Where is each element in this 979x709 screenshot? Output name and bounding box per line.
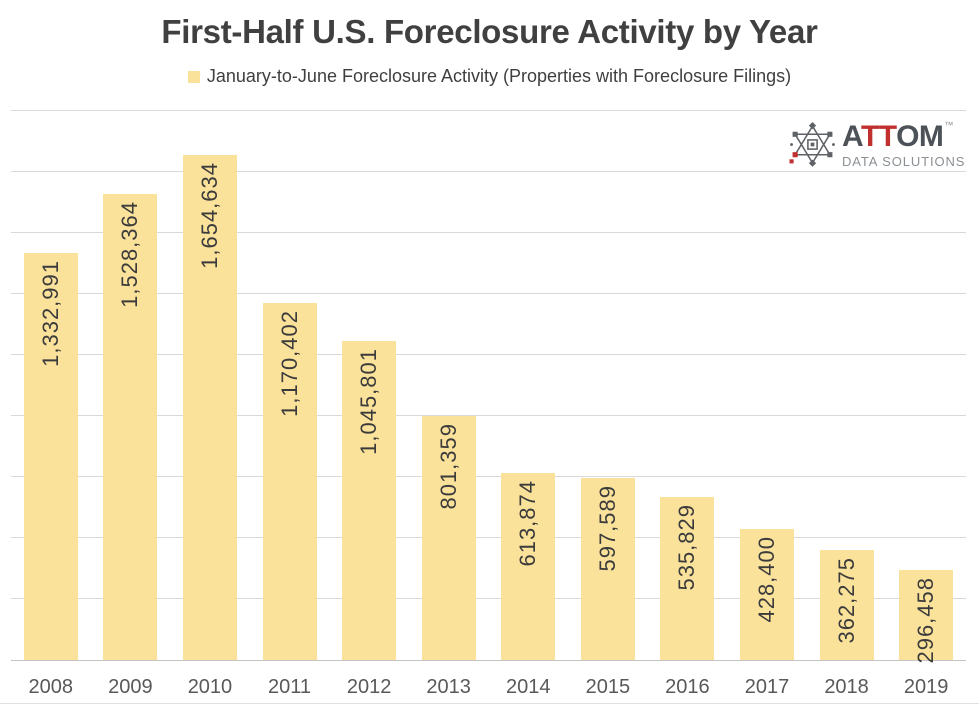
gridline xyxy=(11,293,966,294)
x-tick-label: 2011 xyxy=(268,676,312,698)
bars-container: 1,332,991 1,528,364 1,654,634 1,170,402 1,04… xyxy=(11,111,966,663)
bar-slot: 296,458 xyxy=(886,111,966,663)
bar-value-label: 296,458 xyxy=(913,576,939,664)
gridline xyxy=(11,415,966,416)
x-tick-label: 2016 xyxy=(665,676,710,698)
bar-2017: 428,400 xyxy=(739,529,794,660)
gridlines xyxy=(11,110,966,660)
gridline xyxy=(11,354,966,355)
bar-2009: 1,528,364 xyxy=(103,193,158,660)
bar-2018: 362,275 xyxy=(819,549,874,660)
bar-slot: 535,829 xyxy=(648,111,728,660)
x-tick-label: 2019 xyxy=(903,676,949,698)
plot-area: 1,332,991 1,528,364 1,654,634 1,170,402 1,04… xyxy=(11,110,966,663)
logo-text: ATTOM ™ DATA SOLUTIONS xyxy=(842,119,966,169)
bar-slot: 1,332,991 xyxy=(11,111,91,660)
bar-2008: 1,332,991 xyxy=(23,253,78,660)
bar-value-label: 1,045,801 xyxy=(356,348,382,455)
bar-value-label: 1,528,364 xyxy=(117,200,143,308)
gridline xyxy=(11,171,966,172)
gridline xyxy=(11,598,966,599)
x-axis-labels: 2008 2009 2010 2011 2012 2013 2014 2015 2016 2017… xyxy=(11,660,966,699)
x-tick-label: 2012 xyxy=(346,676,392,698)
bar-value-label: 1,170,402 xyxy=(276,310,302,417)
x-tick-label: 2017 xyxy=(744,676,790,698)
x-tick-label: 2015 xyxy=(585,676,631,698)
bar-2013: 801,359 xyxy=(421,415,476,660)
bar-value-label: 613,874 xyxy=(515,479,541,567)
bar-2019: 296,458 xyxy=(899,569,954,663)
bar-2011: 1,170,402 xyxy=(262,303,317,660)
legend-swatch-icon xyxy=(187,70,200,83)
legend: January-to-June Foreclosure Activity (Pr… xyxy=(0,66,979,87)
bar-2012: 1,045,801 xyxy=(342,341,397,660)
bar-value-label: 535,829 xyxy=(674,503,700,591)
logo-brand: ATTOM xyxy=(842,119,944,153)
bar-2010: 1,654,634 xyxy=(182,155,237,660)
gridline xyxy=(11,537,966,538)
bar-slot: 1,045,801 xyxy=(329,111,409,660)
x-tick-label: 2014 xyxy=(506,676,551,698)
bottom-border-line xyxy=(0,703,979,704)
bar-value-label: 801,359 xyxy=(435,422,461,510)
attom-logo: ATTOM ™ DATA SOLUTIONS xyxy=(789,119,966,169)
bar-value-label: 362,275 xyxy=(833,556,859,644)
bar-2015: 597,589 xyxy=(580,477,635,660)
gridline xyxy=(11,476,966,477)
chart-title: First-Half U.S. Foreclosure Activity by … xyxy=(161,13,818,50)
bar-slot: 428,400 xyxy=(727,111,807,660)
bar-slot: 597,589 xyxy=(568,111,648,660)
x-tick-label: 2018 xyxy=(824,676,869,698)
logo-brand-tt: TT xyxy=(860,119,897,153)
x-tick-label: 2009 xyxy=(108,676,153,698)
legend-label: January-to-June Foreclosure Activity (Pr… xyxy=(206,66,792,86)
bar-value-label: 597,589 xyxy=(594,484,620,572)
gridline xyxy=(11,232,966,233)
bar-slot: 1,654,634 xyxy=(170,111,250,660)
bar-value-label: 1,332,991 xyxy=(37,260,63,368)
x-tick-label: 2010 xyxy=(187,676,233,698)
bar-slot: 801,359 xyxy=(409,111,489,660)
x-tick-label: 2013 xyxy=(426,676,471,698)
bar-value-label: 1,654,634 xyxy=(196,162,222,270)
bar-2014: 613,874 xyxy=(501,472,556,660)
bar-slot: 613,874 xyxy=(488,111,568,660)
x-tick-label: 2008 xyxy=(28,676,74,698)
x-axis-line xyxy=(11,660,966,661)
bar-value-label: 428,400 xyxy=(753,536,779,623)
trademark-symbol: ™ xyxy=(944,119,954,130)
atom-network-icon xyxy=(789,121,835,167)
logo-subtitle: DATA SOLUTIONS xyxy=(842,153,966,169)
bar-slot: 1,170,402 xyxy=(250,111,330,660)
gridline xyxy=(11,110,966,111)
bar-slot: 362,275 xyxy=(807,111,887,660)
bar-2016: 535,829 xyxy=(660,496,715,660)
bar-slot: 1,528,364 xyxy=(91,111,171,660)
